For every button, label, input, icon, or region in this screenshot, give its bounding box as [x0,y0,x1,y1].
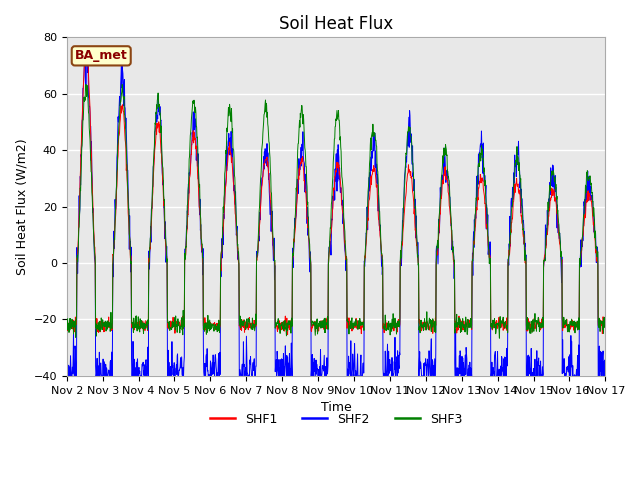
X-axis label: Time: Time [321,401,351,414]
Title: Soil Heat Flux: Soil Heat Flux [279,15,393,33]
Text: BA_met: BA_met [75,49,127,62]
Y-axis label: Soil Heat Flux (W/m2): Soil Heat Flux (W/m2) [15,138,28,275]
Legend: SHF1, SHF2, SHF3: SHF1, SHF2, SHF3 [205,408,467,431]
